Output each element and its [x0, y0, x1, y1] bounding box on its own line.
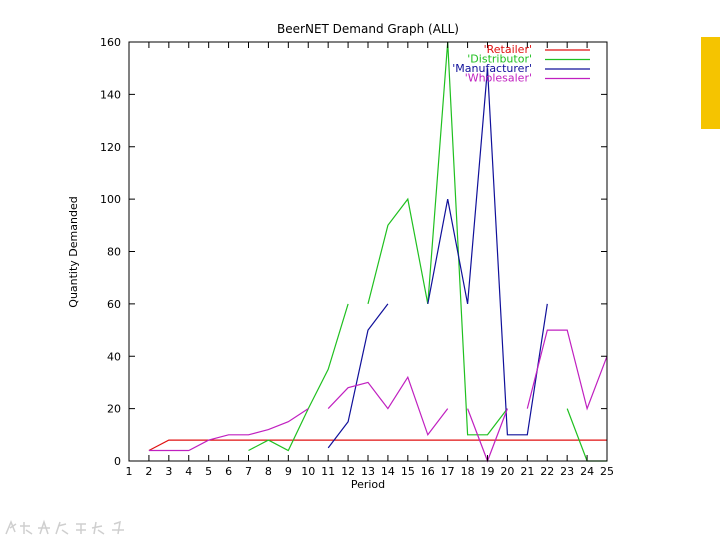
legend-label: 'Manufacturer' [452, 62, 532, 75]
y-tick-label: 160 [100, 36, 121, 49]
y-tick-label: 40 [107, 350, 121, 363]
x-tick-label: 16 [421, 465, 435, 478]
y-tick-label: 140 [100, 88, 121, 101]
plot-frame [128, 41, 608, 462]
x-tick-label: 18 [461, 465, 475, 478]
series-line-2 [327, 68, 548, 449]
accent-bar [701, 37, 720, 129]
x-tick-label: 13 [361, 465, 375, 478]
x-tick-label: 17 [441, 465, 455, 478]
y-tick-label: 80 [107, 246, 121, 259]
ticks-layer: 1 2 3 4 5 6 7 8 9 10 11 12 13 14 15 16 17 18 19 20 21 22 23 24 2… [100, 36, 614, 478]
legend-label: 'Distributor' [467, 53, 532, 66]
x-tick-label: 25 [600, 465, 614, 478]
y-tick-label: 120 [100, 141, 121, 154]
x-tick-label: 24 [580, 465, 594, 478]
x-tick-label: 7 [245, 465, 252, 478]
x-tick-label: 19 [481, 465, 495, 478]
chart-title: BeerNET Demand Graph (ALL) [277, 22, 459, 36]
x-tick-label: 23 [560, 465, 574, 478]
x-axis-label: Period [351, 478, 385, 491]
legend-label: 'Retailer' [484, 43, 532, 56]
x-tick-label: 2 [145, 465, 152, 478]
series-layer [148, 41, 608, 463]
x-tick-label: 9 [285, 465, 292, 478]
x-tick-label: 4 [185, 465, 192, 478]
y-tick-label: 20 [107, 403, 121, 416]
y-tick-label: 60 [107, 298, 121, 311]
x-tick-label: 12 [341, 465, 355, 478]
x-tick-label: 1 [126, 465, 133, 478]
legend: 'Retailer''Distributor''Manufacturer''Wh… [452, 43, 590, 85]
series-line-1 [248, 41, 607, 462]
x-tick-label: 6 [225, 465, 232, 478]
footer-logo-icon [5, 519, 124, 535]
series-line-3 [148, 329, 608, 463]
x-tick-label: 15 [401, 465, 415, 478]
x-tick-label: 10 [301, 465, 315, 478]
x-tick-label: 21 [520, 465, 534, 478]
x-tick-label: 8 [265, 465, 272, 478]
x-tick-label: 11 [321, 465, 335, 478]
x-tick-label: 20 [500, 465, 514, 478]
legend-label: 'Wholesaler' [465, 72, 532, 85]
y-tick-label: 100 [100, 193, 121, 206]
x-tick-label: 22 [540, 465, 554, 478]
y-tick-label: 0 [114, 455, 121, 468]
x-tick-label: 5 [205, 465, 212, 478]
series-line-0 [148, 439, 607, 452]
x-tick-label: 14 [381, 465, 395, 478]
x-tick-label: 3 [165, 465, 172, 478]
y-axis-label: Quantity Demanded [67, 196, 80, 307]
